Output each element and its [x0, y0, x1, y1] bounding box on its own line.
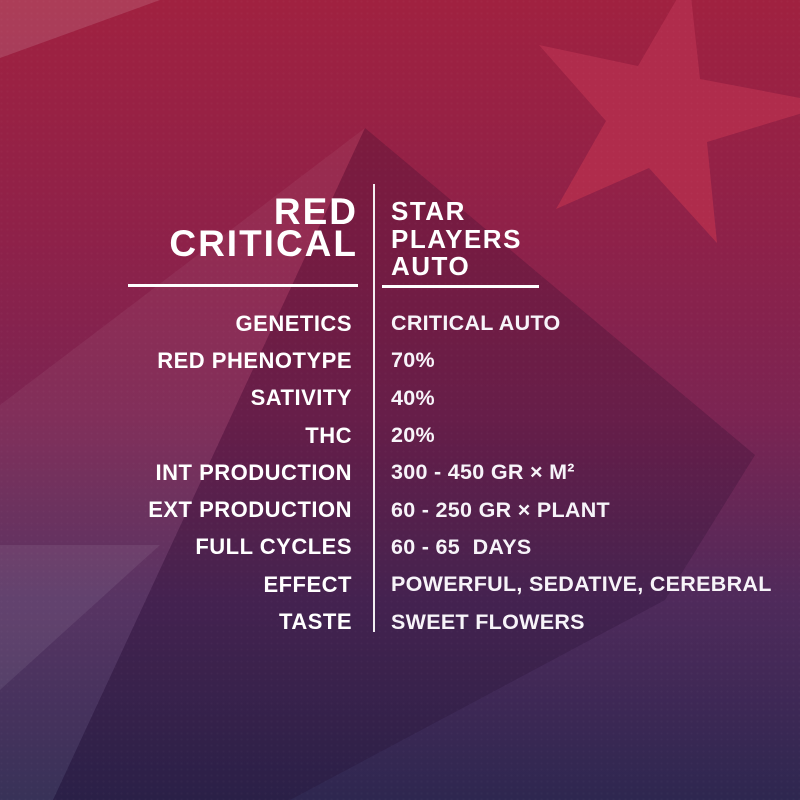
spec-value: CRITICAL AUTO [391, 311, 561, 336]
column-divider [373, 184, 375, 632]
spec-label: GENETICS [235, 310, 352, 336]
spec-row: EFFECT POWERFUL, SEDATIVE, CEREBRAL [0, 566, 800, 603]
spec-table: GENETICS CRITICAL AUTO RED PHENOTYPE 70%… [0, 305, 800, 641]
spec-label: TASTE [279, 609, 352, 635]
spec-row: RED PHENOTYPE 70% [0, 342, 800, 379]
spec-row: FULL CYCLES 60 - 65 DAYS [0, 529, 800, 566]
spec-value: 300 - 450 GR × m² [391, 460, 575, 485]
spec-value: 70% [391, 348, 435, 373]
spec-label: EXT PRODUCTION [148, 497, 352, 523]
spec-row: THC 20% [0, 417, 800, 454]
spec-row: TASTE SWEET FLOWERS [0, 603, 800, 640]
spec-label: THC [305, 422, 352, 448]
strain-title: RED CRITICAL [169, 191, 358, 264]
brand-title-line3: AUTO [391, 251, 471, 281]
brand-title-underline [382, 285, 539, 288]
strain-title-line2: CRITICAL [169, 223, 358, 264]
spec-row: SATIVITY 40% [0, 380, 800, 417]
spec-row: EXT PRODUCTION 60 - 250 GR × PLANT [0, 491, 800, 528]
spec-row: INT PRODUCTION 300 - 450 GR × m² [0, 454, 800, 491]
spec-value: SWEET FLOWERS [391, 609, 585, 634]
spec-label: INT PRODUCTION [155, 459, 352, 485]
spec-value: 60 - 250 GR × PLANT [391, 497, 610, 522]
strain-title-underline [128, 284, 358, 287]
brand-title: STAR PLAYERS AUTO [391, 196, 522, 281]
spec-label: RED PHENOTYPE [157, 347, 352, 373]
spec-value: 40% [391, 385, 435, 410]
spec-row: GENETICS CRITICAL AUTO [0, 305, 800, 342]
brand-title-line1: STAR [391, 196, 466, 226]
brand-title-line2: PLAYERS [391, 223, 522, 254]
strain-title-line1: RED [273, 191, 358, 232]
spec-value: 60 - 65 DAYS [391, 534, 532, 559]
spec-label: FULL CYCLES [195, 534, 352, 560]
spec-value: 20% [391, 423, 435, 448]
spec-label: SATIVITY [250, 385, 352, 411]
spec-value: POWERFUL, SEDATIVE, CEREBRAL [391, 572, 772, 597]
spec-label: EFFECT [263, 571, 352, 597]
